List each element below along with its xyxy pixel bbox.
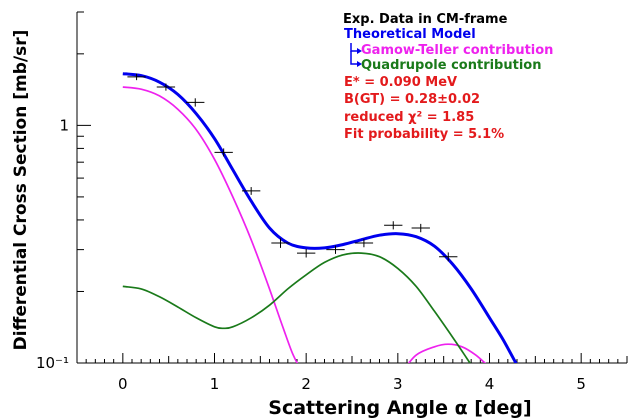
quadrupole-curve [122,252,472,363]
y-tick-label: 1 [59,116,69,134]
x-tick-label: 2 [301,375,311,393]
y-tick-label: 10⁻¹ [36,354,69,372]
annotation-bgt: B(GT) = 0.28±0.02 [344,92,480,107]
data-point [326,245,345,254]
annotation-chi2: reduced χ² = 1.85 [344,110,474,125]
data-point [439,252,458,262]
gamow-teller-curve [122,86,299,363]
x-tick-label: 1 [210,375,220,393]
data-point [214,148,233,157]
data-point [127,73,146,81]
x-tick-label: 3 [393,375,403,393]
data-point [411,223,430,233]
x-axis-title: Scattering Angle α [deg] [268,397,531,418]
data-point [354,238,374,248]
x-tick-label: 5 [576,375,586,393]
legend-label-data: Exp. Data in CM-frame [343,12,508,27]
legend: Exp. Data in CM-frame Theoretical Model … [343,12,553,73]
data-point [156,83,176,91]
data-point [242,187,261,195]
legend-arrow-quad-head [357,61,362,67]
x-tick-label: 0 [118,375,128,393]
annotation-fitprob: Fit probability = 5.1% [344,127,504,142]
fit-annotations: E* = 0.090 MeV B(GT) = 0.28±0.02 reduced… [344,75,504,142]
data-point [271,238,290,248]
y-axis-title: Differential Cross Section [mb/sr] [11,30,31,351]
x-tick-label: 4 [485,375,495,393]
legend-arrow-quad [350,51,359,65]
annotation-energy: E* = 0.090 MeV [344,75,457,90]
legend-label-model: Theoretical Model [344,27,476,42]
data-point [384,221,403,230]
theory-curve [122,72,518,363]
legend-arrow-gt-head [357,48,362,54]
legend-label-quad: Quadrupole contribution [361,58,541,73]
data-point [186,98,205,107]
data-point [297,248,316,258]
gamow-teller-curve [407,343,487,363]
legend-label-gt: Gamow-Teller contribution [361,43,553,58]
